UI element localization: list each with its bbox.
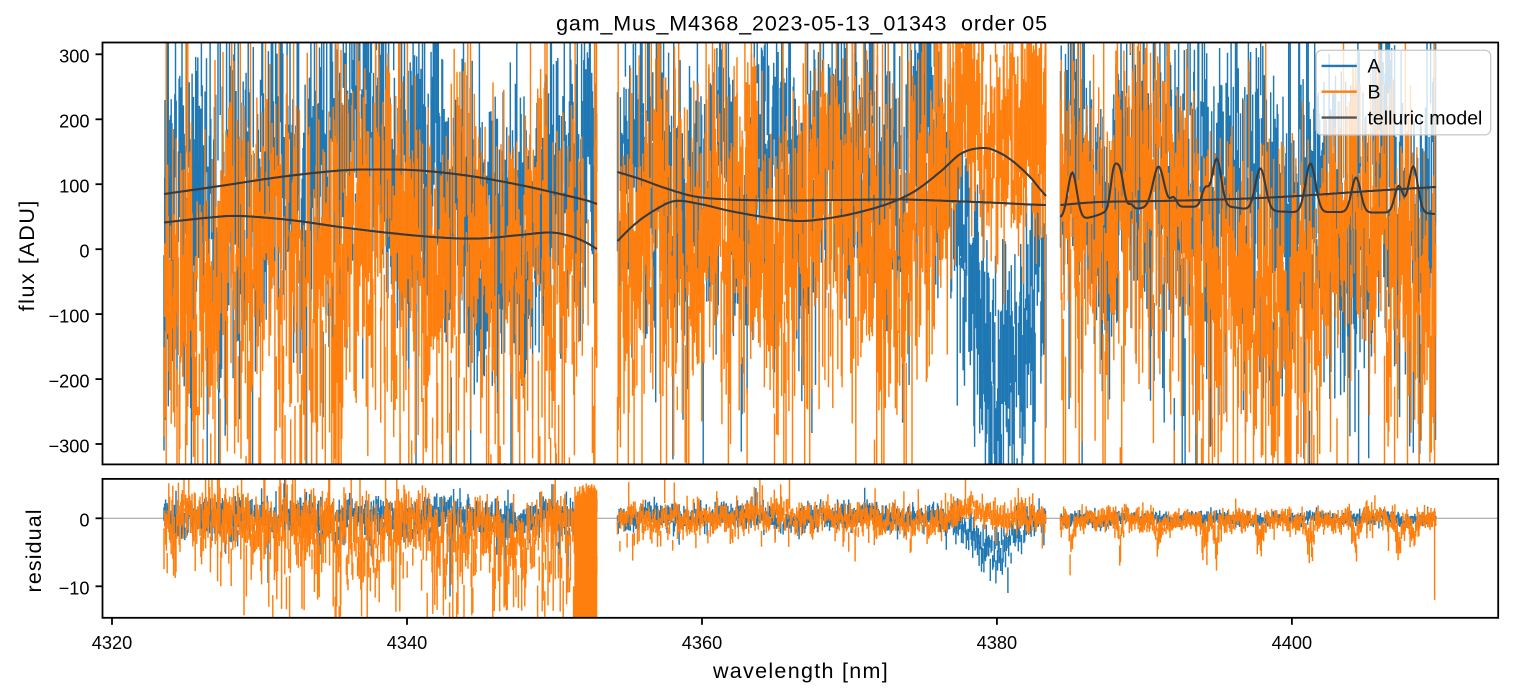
svg-text:−10: −10 [59,579,90,599]
svg-text:residual: residual [22,508,46,592]
svg-text:0: 0 [79,511,89,531]
svg-text:gam_Mus_M4368_2023-05-13_01343: gam_Mus_M4368_2023-05-13_01343 order 05 [556,12,1048,36]
svg-text:100: 100 [59,177,89,197]
svg-text:4380: 4380 [977,633,1017,653]
svg-text:4360: 4360 [682,633,722,653]
svg-text:0: 0 [79,242,89,262]
svg-text:−300: −300 [49,436,90,456]
svg-text:−100: −100 [49,306,90,326]
svg-text:300: 300 [59,47,89,67]
svg-text:4320: 4320 [92,633,132,653]
svg-text:4340: 4340 [387,633,427,653]
svg-text:telluric model: telluric model [1368,107,1483,129]
svg-text:flux [ADU]: flux [ADU] [15,199,39,311]
svg-text:A: A [1368,56,1381,78]
svg-text:B: B [1368,82,1381,104]
svg-text:wavelength [nm]: wavelength [nm] [712,659,889,683]
svg-text:200: 200 [59,112,89,132]
svg-text:4400: 4400 [1272,633,1312,653]
svg-text:−200: −200 [49,371,90,391]
